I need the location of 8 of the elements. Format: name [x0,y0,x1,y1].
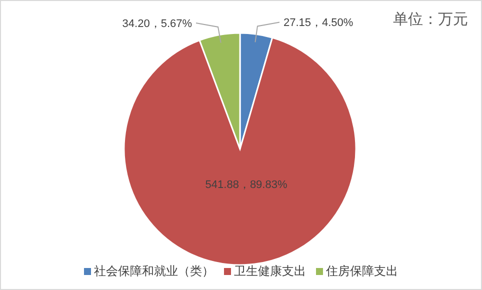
pie-slice [123,36,357,266]
data-label: 541.88，89.83% [205,178,288,191]
legend-label: 卫生健康支出 [234,264,306,278]
legend-label: 住房保障支出 [325,264,398,278]
legend-label: 社会保障和就业（类） [94,264,214,278]
data-label: 34.20，5.67% [122,18,192,30]
data-label: 27.15，4.50% [283,17,354,30]
text: 单位：万元 [393,11,468,28]
